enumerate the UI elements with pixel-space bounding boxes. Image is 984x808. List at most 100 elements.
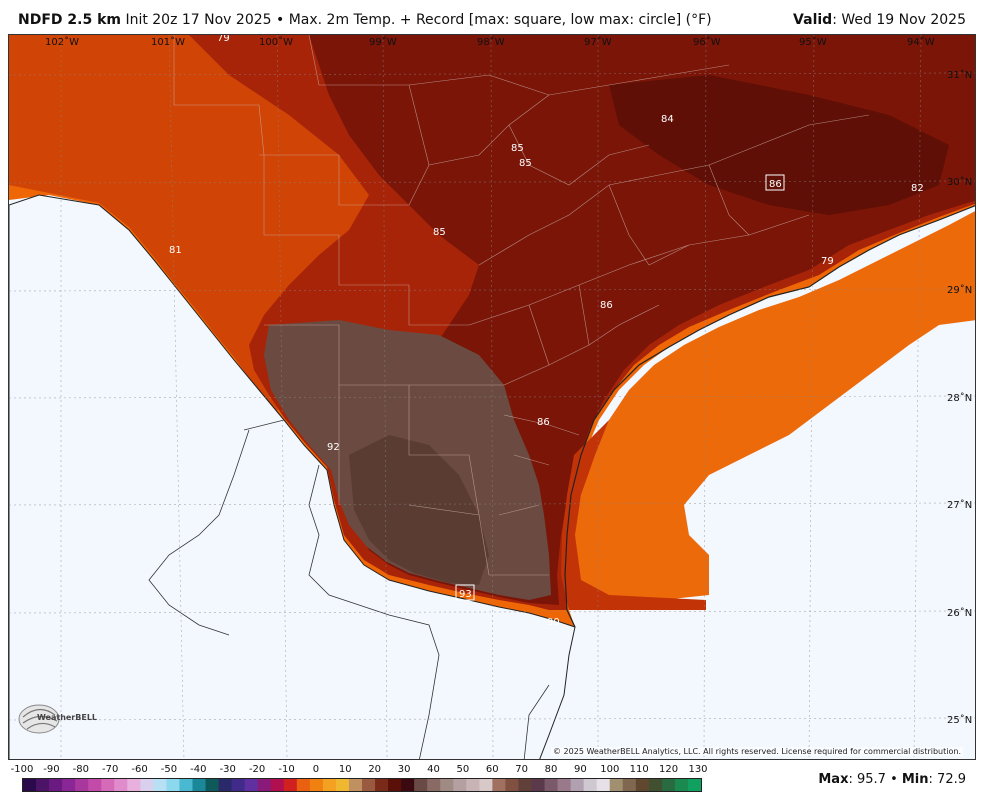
color-scale-swatch bbox=[101, 779, 115, 791]
color-scale-swatch bbox=[114, 779, 128, 791]
color-scale-swatch bbox=[648, 779, 663, 791]
color-scale-swatch bbox=[205, 779, 220, 791]
lat-label-31n: 31˚N bbox=[947, 69, 972, 81]
lon-label-98w: 98˚W bbox=[477, 36, 505, 48]
color-scale-swatch bbox=[335, 779, 350, 791]
lon-label-96w: 96˚W bbox=[693, 36, 721, 48]
record-value: 81 bbox=[169, 245, 182, 256]
max-min-stats: Max: 95.7 • Min: 72.9 bbox=[818, 772, 966, 787]
color-scale-swatch bbox=[622, 779, 637, 791]
color-scale-tick-label: -70 bbox=[102, 764, 119, 775]
valid-time: Valid: Wed 19 Nov 2025 bbox=[793, 12, 966, 28]
color-scale-swatch bbox=[231, 779, 246, 791]
record-value: 79 bbox=[821, 256, 834, 267]
color-scale-tick-label: -10 bbox=[278, 764, 295, 775]
color-scale-swatch bbox=[531, 779, 546, 791]
map-canvas: 102˚W 101˚W 100˚W 99˚W 98˚W 97˚W 96˚W 95… bbox=[9, 35, 975, 759]
record-value: 86 bbox=[600, 300, 613, 311]
color-scale-tick-label: 60 bbox=[485, 764, 499, 775]
northeast-dark-pocket bbox=[609, 75, 949, 215]
valid-label: Valid bbox=[793, 12, 833, 28]
county-borders bbox=[173, 35, 870, 576]
color-scale-swatch bbox=[570, 779, 585, 791]
color-scale-swatch bbox=[257, 779, 272, 791]
record-max-square bbox=[765, 174, 785, 191]
color-scale-swatch bbox=[49, 779, 63, 791]
lat-label-30n: 30˚N bbox=[947, 176, 972, 188]
lon-label-94w: 94˚W bbox=[907, 36, 935, 48]
color-scale-ticks: -100 -90 -80 -70 -60 -50 -40 -30 -20 -10 0 10 20 30 40… bbox=[8, 764, 708, 776]
color-scale-tick-label: -100 bbox=[10, 764, 34, 775]
color-scale-tick-label: 10 bbox=[338, 764, 352, 775]
lon-label-97w: 97˚W bbox=[584, 36, 612, 48]
color-scale-tick-label: 20 bbox=[368, 764, 382, 775]
color-scale-bar bbox=[22, 778, 702, 792]
model-name: NDFD 2.5 km bbox=[18, 12, 121, 28]
color-scale-swatch bbox=[218, 779, 233, 791]
color-scale-swatch bbox=[505, 779, 519, 791]
hottest-core bbox=[349, 435, 489, 585]
color-scale-tick-label: 100 bbox=[600, 764, 620, 775]
lon-label-102w: 102˚W bbox=[45, 36, 79, 48]
map-description: Init 20z 17 Nov 2025 • Max. 2m Temp. + R… bbox=[125, 12, 712, 28]
min-value: : 72.9 bbox=[928, 772, 966, 787]
mexico-land bbox=[9, 194, 576, 759]
color-scale-swatch bbox=[36, 779, 50, 791]
color-scale-swatch bbox=[322, 779, 337, 791]
lon-label-99w: 99˚W bbox=[369, 36, 397, 48]
color-scale-swatch bbox=[62, 779, 76, 791]
lon-label-100w: 100˚W bbox=[259, 36, 293, 48]
max-value: : 95.7 bbox=[848, 772, 886, 787]
color-scale-swatch bbox=[661, 779, 676, 791]
color-scale-tick-label: 130 bbox=[688, 764, 708, 775]
lat-label-27n: 27˚N bbox=[947, 499, 972, 511]
color-scale-tick-label: -40 bbox=[190, 764, 207, 775]
color-scale-swatch bbox=[583, 779, 598, 791]
color-scale-swatch bbox=[166, 779, 180, 791]
copyright-notice: © 2025 WeatherBELL Analytics, LLC. All r… bbox=[551, 747, 963, 756]
header: NDFD 2.5 km Init 20z 17 Nov 2025 • Max. … bbox=[0, 0, 984, 34]
color-scale-tick-label: -30 bbox=[219, 764, 236, 775]
gulf-shelf bbox=[569, 211, 975, 610]
color-scale-tick-label: -50 bbox=[160, 764, 178, 775]
color-scale-tick-label: 0 bbox=[312, 764, 320, 775]
lon-label-101w: 101˚W bbox=[151, 36, 185, 48]
color-scale-swatch bbox=[557, 779, 572, 791]
color-scale-swatch bbox=[244, 779, 259, 791]
color-scale-tick-label: 110 bbox=[629, 764, 649, 775]
logo-text: WeatherBELL bbox=[37, 713, 98, 722]
color-scale-swatch bbox=[479, 779, 493, 791]
color-scale-swatch bbox=[362, 779, 376, 791]
lat-label-25n: 25˚N bbox=[947, 714, 972, 726]
min-label: Min bbox=[901, 772, 929, 787]
color-scale-swatch bbox=[283, 779, 298, 791]
record-value: 85 bbox=[433, 227, 446, 238]
mexico-state-border bbox=[148, 419, 550, 759]
color-scale-swatch bbox=[414, 779, 428, 791]
color-scale-swatch bbox=[192, 779, 207, 791]
texas-coastline bbox=[564, 205, 975, 628]
color-scale-tick-label: 50 bbox=[456, 764, 470, 775]
color-scale-swatch bbox=[466, 779, 480, 791]
color-scale-swatch bbox=[179, 779, 193, 791]
color-scale-swatch bbox=[544, 779, 559, 791]
color-scale-swatch bbox=[596, 779, 611, 791]
color-scale-swatch bbox=[674, 779, 689, 791]
color-scale-swatch bbox=[518, 779, 532, 791]
color-scale-swatch bbox=[375, 779, 389, 791]
color-scale-swatch bbox=[635, 779, 650, 791]
color-scale-swatch bbox=[388, 779, 402, 791]
lat-label-29n: 29˚N bbox=[947, 284, 972, 296]
map-title: NDFD 2.5 km Init 20z 17 Nov 2025 • Max. … bbox=[18, 12, 712, 28]
lon-label-95w: 95˚W bbox=[799, 36, 827, 48]
color-scale-swatch bbox=[492, 779, 506, 791]
color-scale-tick-label: 80 bbox=[544, 764, 558, 775]
color-scale-swatch bbox=[440, 779, 454, 791]
record-value: 92 bbox=[327, 442, 340, 453]
record-value: 90 bbox=[547, 617, 560, 628]
valid-date: : Wed 19 Nov 2025 bbox=[832, 12, 966, 28]
record-max-square bbox=[455, 584, 475, 601]
record-value: 82 bbox=[911, 183, 924, 194]
color-scale: -100 -90 -80 -70 -60 -50 -40 -30 -20 -10 0 10 20 30 40… bbox=[8, 762, 708, 808]
color-scale-tick-label: -60 bbox=[131, 764, 148, 775]
